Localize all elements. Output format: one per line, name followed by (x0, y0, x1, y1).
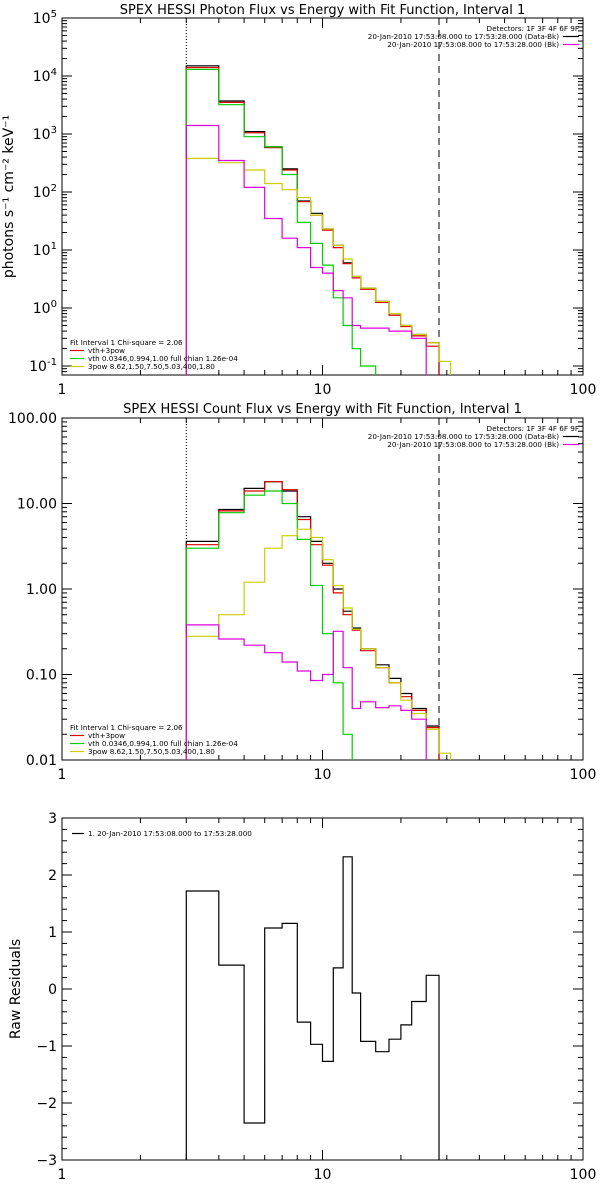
y-tick-label: 0.10 (26, 668, 57, 684)
legend-entry: 3pow 8.62,1.50,7.50,5.03,400,1.80 (88, 362, 215, 371)
x-tick-label: 100 (570, 382, 597, 398)
y-axis-label: photons s⁻¹ cm⁻² keV⁻¹ (1, 115, 17, 278)
y-tick-label: 1 (48, 925, 57, 941)
series-bk (185, 624, 427, 760)
y-tick-label: −2 (36, 1096, 57, 1112)
x-tick-label: 10 (314, 1167, 332, 1183)
residuals-panel: 1 10 100 −3 −2 −1 0 1 2 3 Raw Residuals 1. 20-Jan-2… (8, 811, 596, 1183)
y-tick-label: −1 (36, 1039, 57, 1055)
y-tick-label: 10-1 (29, 357, 57, 375)
legend-entry: 3pow 8.62,1.50,7.50,5.03,400,1.80 (88, 747, 215, 756)
y-tick-label: 102 (33, 183, 57, 201)
header-line: 20-Jan-2010 17:53:08.000 to 17:53:28.000… (387, 40, 559, 49)
legend-entry: Fit Interval 1 Chi-square = 2.06 (70, 338, 183, 347)
header-line: Detectors: 1F 3F 4F 6F 9F (487, 24, 579, 33)
y-tick-label: 0 (48, 982, 57, 998)
series-group (185, 481, 452, 760)
legend-entry: 1. 20-Jan-2010 17:53:08.000 to 17:53:28.… (88, 829, 252, 838)
x-tick-label: 100 (570, 1167, 597, 1183)
x-tick-label: 10 (314, 382, 332, 398)
count-flux-title: SPEX HESSI Count Flux vs Energy with Fit… (123, 402, 522, 417)
x-tick-label: 1 (58, 382, 67, 398)
series-vth (185, 68, 377, 375)
series-data-bk (185, 481, 440, 760)
y-tick-label: −3 (36, 1153, 57, 1169)
y-tick-label: 3 (48, 811, 57, 827)
legend-entry: vth 0.0346,0.994,1.00 full chian 1.26e-0… (88, 739, 238, 748)
series-vth (185, 490, 353, 760)
plot-frame (61, 817, 584, 1161)
series-group (185, 65, 452, 375)
header-line: Detectors: 1F 3F 4F 6F 9F (487, 424, 579, 433)
series-group (185, 856, 440, 1160)
series-vth-3pow (185, 481, 440, 760)
legend-entry: vth+3pow (88, 731, 125, 740)
y-tick-label: 100 (33, 299, 57, 317)
y-tick-label: 103 (33, 125, 57, 143)
y-tick-label: 105 (33, 9, 57, 27)
x-tick-label: 10 (314, 767, 332, 783)
y-tick-label: 101 (33, 241, 57, 259)
y-tick-label: 2 (48, 868, 57, 884)
y-tick-label: 0.01 (26, 753, 57, 769)
header-line: 20-Jan-2010 17:53:08.000 to 17:53:28.000… (387, 440, 559, 449)
y-axis-label: Raw Residuals (8, 939, 24, 1039)
photon-flux-title: SPEX HESSI Photon Flux vs Energy with Fi… (120, 3, 526, 18)
x-tick-label: 1 (58, 767, 67, 783)
y-tick-label: 100.00 (8, 411, 57, 427)
y-tick-label: 10.00 (17, 497, 57, 513)
y-tick-label: 1.00 (26, 582, 57, 598)
legend-entry: vth 0.0346,0.994,1.00 full chian 1.26e-0… (88, 354, 238, 363)
y-tick-label: 104 (33, 67, 57, 85)
count-flux-panel: SPEX HESSI Count Flux vs Energy with Fit… (8, 402, 597, 783)
header-line: 20-Jan-2010 17:53:08.000 to 17:53:28.000… (368, 432, 559, 441)
series-bk (185, 124, 427, 375)
series-vth-3pow (185, 66, 440, 375)
x-tick-label: 100 (570, 767, 597, 783)
plot-frame (61, 17, 584, 376)
x-tick-label: 1 (58, 1167, 67, 1183)
series-1-20-jan-2010-17-53-08-000-to-17-53-28-000 (185, 856, 440, 1160)
header-line: 20-Jan-2010 17:53:08.000 to 17:53:28.000… (368, 32, 559, 41)
photon-flux-panel: SPEX HESSI Photon Flux vs Energy with Fi… (1, 3, 597, 398)
legend-entry: Fit Interval 1 Chi-square = 2.06 (70, 723, 183, 732)
legend-entry: vth+3pow (88, 346, 125, 355)
